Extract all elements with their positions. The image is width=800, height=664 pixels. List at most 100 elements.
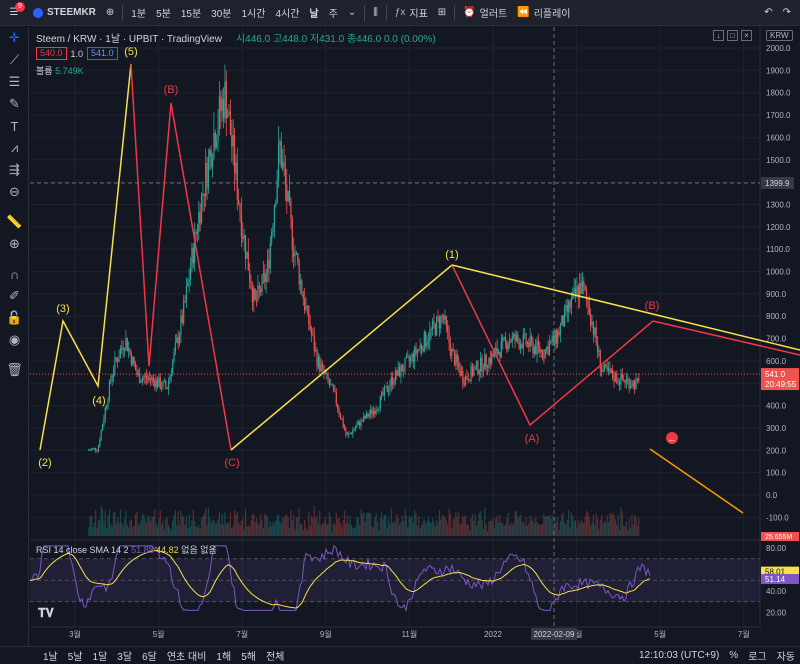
volume-bar: [612, 512, 614, 536]
volume-bar: [618, 530, 621, 536]
volume-bar: [235, 515, 237, 536]
redo-button[interactable]: ↷: [778, 0, 796, 26]
text-tool[interactable]: T: [0, 115, 29, 137]
candle-body: [126, 337, 128, 351]
pattern-tool[interactable]: ⩘: [0, 137, 29, 159]
trash-tool[interactable]: 🗑: [0, 359, 29, 381]
crosshair-tool[interactable]: ✛: [0, 27, 29, 49]
ruler-tool[interactable]: 📏: [0, 211, 29, 233]
range-6[interactable]: 1해: [216, 652, 232, 663]
volume-bar: [163, 529, 166, 536]
hide-drawings-tool[interactable]: ◉: [0, 329, 29, 351]
volume-bar: [594, 524, 596, 536]
symbol-search-button[interactable]: STEEMKR: [28, 0, 101, 26]
rsi-line: [30, 544, 651, 613]
impulse-wave-1: [39, 63, 132, 451]
volume-bar: [222, 524, 225, 536]
auto-scale-button[interactable]: 자동: [776, 652, 795, 663]
volume-bar: [551, 514, 553, 536]
timeframe-0[interactable]: 1분: [131, 9, 147, 20]
candle-body: [341, 418, 343, 420]
prediction-tool[interactable]: ⇶: [0, 159, 29, 181]
rewind-icon: ⏪: [517, 7, 530, 18]
buy-price-button[interactable]: 541.0: [87, 47, 118, 60]
volume-bar: [316, 515, 318, 536]
pencil-lock-icon: ✐: [9, 288, 20, 303]
candle-body: [592, 321, 595, 335]
fib-tool[interactable]: ☰: [0, 71, 29, 93]
maximize-button[interactable]: □: [727, 30, 738, 41]
volume-bar: [294, 529, 296, 536]
range-8[interactable]: 전체: [265, 652, 285, 663]
volume-bar: [407, 527, 409, 536]
chart-type-button[interactable]: ⫼: [368, 0, 383, 26]
candle-body: [579, 283, 581, 299]
volume-bar: [591, 522, 593, 536]
candle-body: [145, 375, 148, 379]
magnet-tool[interactable]: ∩: [0, 263, 29, 285]
undo-button[interactable]: ↶: [759, 0, 777, 26]
chart-canvas[interactable]: (2) (3) (4) (5) (A) (B) (C) (1) (A) (B) ← 2000.0 190…: [30, 27, 800, 646]
timeframe-list: 1분 5분 15분 30분 1시간 4시간 날 주: [126, 0, 343, 26]
time-tick: 11월: [402, 629, 418, 639]
candle-body: [620, 373, 622, 385]
candle-body: [125, 337, 127, 349]
volume-bar: [489, 520, 491, 536]
range-7[interactable]: 5해: [241, 652, 256, 663]
remove-drawings-tool[interactable]: ⊖: [0, 181, 29, 203]
volume-bar: [458, 511, 460, 536]
layout-button[interactable]: ⊞: [433, 0, 451, 26]
log-scale-button[interactable]: 로그: [748, 652, 767, 663]
range-4[interactable]: 6달: [142, 652, 157, 663]
candle-body: [115, 357, 117, 360]
candle-body: [588, 304, 590, 315]
candle-body: [111, 375, 113, 381]
menu-button[interactable]: ☰ 9: [0, 0, 28, 26]
indicators-button[interactable]: ƒx 지표: [390, 0, 433, 26]
replay-button[interactable]: ⏪ 리플레이: [512, 0, 575, 26]
currency-badge[interactable]: KRW: [766, 30, 793, 41]
candle-body: [625, 379, 628, 384]
range-1[interactable]: 5날: [67, 652, 83, 663]
compare-symbol-button[interactable]: ⊕: [101, 0, 119, 26]
volume-bar: [426, 521, 428, 536]
range-2[interactable]: 1달: [92, 652, 108, 663]
plus-circle-icon: ⊕: [105, 7, 115, 18]
timeframe-3[interactable]: 30분: [211, 9, 232, 20]
candle-body: [420, 344, 423, 349]
volume-bar: [442, 516, 445, 536]
brush-tool[interactable]: ✎: [0, 93, 29, 115]
candle-body: [218, 96, 221, 128]
volume-bar: [354, 526, 357, 536]
alert-button[interactable]: ⏰ 얼러트: [458, 0, 512, 26]
timeframe-7[interactable]: 주: [328, 9, 338, 20]
close-pane-button[interactable]: ×: [741, 30, 752, 41]
sell-price-button[interactable]: 540.0: [36, 47, 67, 60]
range-3[interactable]: 3달: [117, 652, 133, 663]
move-down-button[interactable]: ↓: [713, 30, 724, 41]
volume-bar: [328, 511, 331, 536]
candle-body: [330, 384, 332, 386]
timeframe-dropdown[interactable]: ⌄: [343, 0, 361, 26]
trendline-tool[interactable]: ⟋: [0, 49, 29, 71]
range-0[interactable]: 1날: [43, 652, 58, 663]
timeframe-1[interactable]: 5분: [156, 9, 171, 20]
volume-bar: [130, 520, 133, 536]
timeframe-6[interactable]: 날: [309, 9, 319, 20]
volume-bar: [367, 512, 369, 536]
lock-drawings-tool[interactable]: 🔓: [0, 307, 29, 329]
stay-drawing-tool[interactable]: ✐: [0, 285, 29, 307]
candle-body: [308, 306, 310, 325]
candle-body: [425, 332, 427, 347]
rsi-label: RSI 14 close SMA 14 2: [36, 545, 129, 555]
range-5[interactable]: 연초 대비: [166, 652, 207, 663]
timeframe-4[interactable]: 1시간: [241, 9, 266, 20]
candle-body: [361, 419, 364, 422]
zoom-tool[interactable]: ⊕: [0, 233, 29, 255]
percent-scale-button[interactable]: %: [729, 650, 739, 661]
zoom-in-icon: ⊕: [9, 236, 20, 251]
volume-bar: [282, 516, 284, 536]
candle-body: [551, 336, 553, 342]
timeframe-2[interactable]: 15분: [180, 9, 202, 20]
timeframe-5[interactable]: 4시간: [275, 9, 300, 20]
